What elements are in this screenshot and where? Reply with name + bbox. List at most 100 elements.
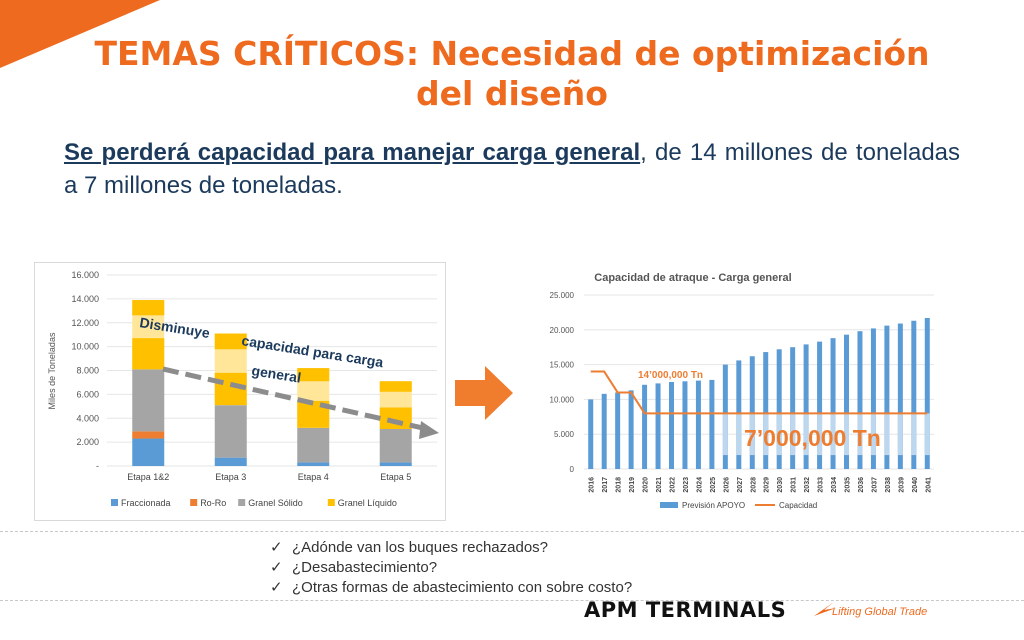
question-text: ¿Otras formas de abastecimiento con sobr… <box>292 579 633 596</box>
bar <box>803 344 809 469</box>
x-tick-label: 2030 <box>777 477 784 493</box>
capacity-label-14: 14’000,000 Tn <box>638 370 703 381</box>
capacity-line <box>590 370 928 415</box>
x-tick-label: 2019 <box>629 477 636 493</box>
x-tick-label: 2029 <box>764 477 771 493</box>
bar-highlight <box>749 413 755 456</box>
bar-highlight <box>897 413 903 456</box>
bar-segment <box>132 369 165 432</box>
y-tick-label: 25.000 <box>550 291 575 300</box>
capacity-label-7: 7’000,000 Tn <box>744 425 881 451</box>
legend-swatch <box>660 502 678 508</box>
corner-decoration <box>0 0 160 68</box>
title-line-2: del diseño <box>416 74 608 113</box>
bar <box>763 352 769 469</box>
legend-label: Fraccionada <box>121 498 171 508</box>
bar <box>601 393 607 469</box>
x-tick-label: 2031 <box>791 477 798 493</box>
y-tick-label: 0 <box>570 465 575 474</box>
stacked-bar-chart: 16.000 14.000 12.000 10.000 8.000 6.000 4.000 2… <box>34 262 446 521</box>
chart2-svg: Capacidad de atraque - Carga general 25.0… <box>550 272 934 510</box>
x-tick-label: 2035 <box>845 477 852 493</box>
bar-highlight <box>736 413 742 456</box>
legend-label: Ro-Ro <box>200 498 226 508</box>
bar-segment <box>379 407 412 429</box>
slide-title: TEMAS CRÍTICOS: Necesidad de optimizació… <box>40 34 984 114</box>
bar <box>709 379 715 469</box>
y-tick-label: 6.000 <box>76 389 99 399</box>
x-tick-label: 2025 <box>710 477 717 493</box>
checkmark-icon: ✓ <box>270 579 283 596</box>
question-item: ✓ ¿Otras formas de abastecimiento con sob… <box>270 578 632 596</box>
bar-segment <box>132 438 165 466</box>
x-tick-label: Etapa 1&2 <box>127 472 169 482</box>
title-line-1: TEMAS CRÍTICOS: Necesidad de optimizació… <box>94 34 930 73</box>
bar-highlight <box>857 413 863 456</box>
checkmark-icon: ✓ <box>270 539 283 556</box>
bar-highlight <box>803 413 809 456</box>
logo-tagline: Lifting Global Trade <box>832 606 928 618</box>
bar <box>669 382 674 469</box>
bar-segment <box>214 405 247 458</box>
y-tick-label: 10.000 <box>71 342 99 352</box>
bar-highlight <box>884 413 890 456</box>
bar <box>897 323 903 469</box>
logo-swoosh-icon <box>814 602 836 616</box>
y-tick-label: 20.000 <box>550 326 575 335</box>
bar <box>682 381 688 469</box>
x-tick-label: Etapa 3 <box>215 472 246 482</box>
annotation-text: general <box>251 362 303 386</box>
questions-list: ✓ ¿Adónde van los buques rechazados? ✓ ¿De… <box>0 531 1024 601</box>
bar <box>776 349 782 469</box>
x-tick-label: 2016 <box>589 477 596 493</box>
bar-highlight <box>790 413 796 456</box>
bar <box>884 325 890 469</box>
y-tick-label: 15.000 <box>550 361 575 370</box>
bar <box>870 328 876 469</box>
x-tick-label: 2039 <box>898 477 905 493</box>
legend-swatch <box>327 499 335 506</box>
bar-highlight <box>830 413 836 456</box>
x-tick-label: 2021 <box>656 477 663 493</box>
decline-arrowhead <box>419 421 439 439</box>
bar <box>817 341 823 469</box>
x-tick-label: 2022 <box>670 477 677 493</box>
bar-segment <box>379 462 412 466</box>
y-tick-label: 10.000 <box>550 395 575 404</box>
legend-swatch <box>111 499 118 506</box>
bar <box>911 320 917 469</box>
bar <box>615 392 621 469</box>
bar <box>844 334 849 469</box>
bar-highlight <box>817 413 823 456</box>
x-tick-label: 2034 <box>831 477 838 493</box>
legend-swatch <box>190 499 198 506</box>
x-tick-label: 2017 <box>602 477 609 493</box>
x-tick-label: 2041 <box>925 477 932 493</box>
x-tick-label: 2024 <box>696 477 703 493</box>
bar-highlight <box>911 413 917 456</box>
y-tick-label: 14.000 <box>71 294 99 304</box>
checkmark-icon: ✓ <box>270 559 283 576</box>
bar-highlight <box>776 413 782 456</box>
question-text: ¿Desabastecimiento? <box>292 559 438 576</box>
bar <box>830 338 836 469</box>
bar-highlight <box>763 413 769 456</box>
bar-segment <box>132 300 165 316</box>
bar <box>790 347 796 469</box>
x-tick-label: 2040 <box>912 477 919 493</box>
x-tick-label: 2018 <box>616 477 623 493</box>
capacity-chart: Capacidad de atraque - Carga general 25.0… <box>540 262 936 519</box>
bar-highlight <box>870 413 876 456</box>
legend-label: Granel Líquido <box>338 498 397 508</box>
bar-segment <box>214 457 247 466</box>
legend-swatch <box>238 499 246 506</box>
x-tick-label: Etapa 5 <box>380 472 411 482</box>
x-tick-label: 2037 <box>871 477 878 493</box>
bar-segment <box>297 427 330 463</box>
x-tick-label: 2027 <box>737 477 744 493</box>
body-emphasis: Se perderá capacidad para manejar carga … <box>64 139 641 166</box>
y-tick-label: 16.000 <box>71 270 99 280</box>
question-item: ✓ ¿Desabastecimiento? <box>270 558 437 576</box>
bar-segment <box>297 368 330 382</box>
x-tick-label: 2020 <box>643 477 650 493</box>
